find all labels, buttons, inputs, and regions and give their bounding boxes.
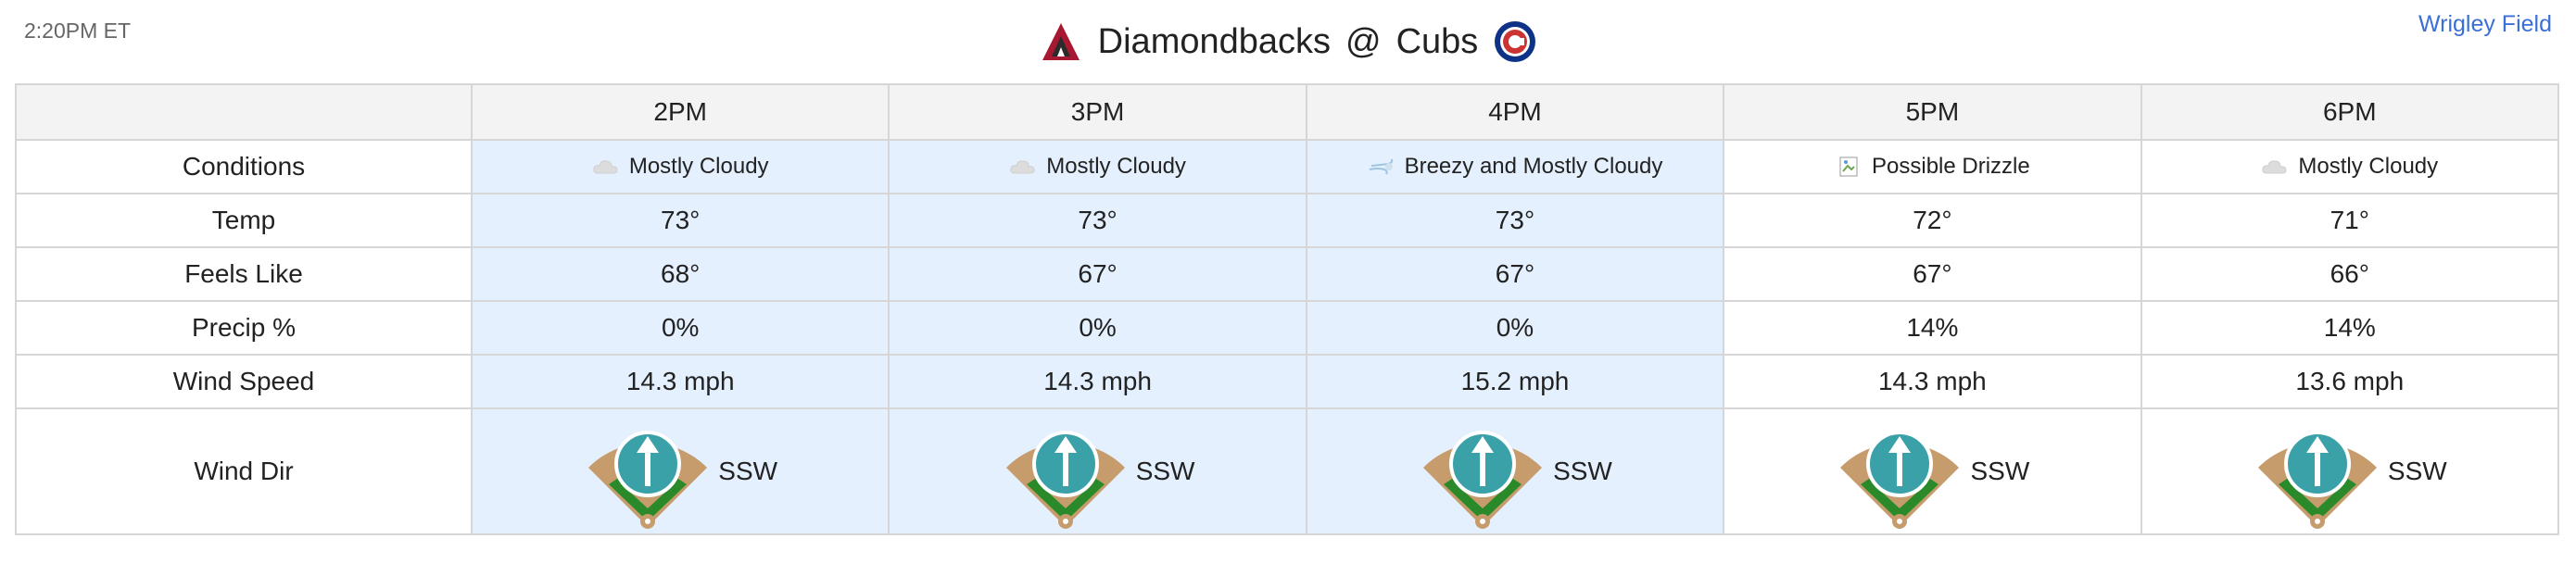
wind-speed-cell: 15.2 mph [1305, 354, 1725, 409]
hour-header: 4PM [1305, 83, 1725, 141]
precip-row: Precip % 0% 0% 0% 14% 14% [15, 300, 2560, 356]
temp-cell: 73° [1305, 193, 1725, 248]
temp-cell: 73° [470, 193, 890, 248]
wind-dir-text: SSW [718, 457, 778, 485]
wind-speed-row: Wind Speed 14.3 mph 14.3 mph 15.2 mph 14… [15, 354, 2560, 409]
temp-cell: 71° [2140, 193, 2560, 248]
wind-speed-cell: 14.3 mph [888, 354, 1307, 409]
ballpark-wind-arrow-icon [1005, 431, 1125, 529]
row-label: Temp [15, 193, 473, 248]
cloud-icon [2262, 160, 2287, 174]
wind-dir-cell: SSW [888, 407, 1307, 535]
hour-header: 6PM [2140, 83, 2560, 141]
feels-like-cell: 66° [2140, 246, 2560, 302]
wind-dir-cell: SSW [1723, 407, 2142, 535]
precip-cell: 14% [1723, 300, 2142, 356]
wind-dir-text: SSW [1135, 457, 1195, 485]
venue-link[interactable]: Wrigley Field [2418, 11, 2552, 37]
ballpark-wind-arrow-icon [1423, 431, 1543, 529]
conditions-cell: Mostly Cloudy [470, 139, 890, 194]
wind-dir-text: SSW [1970, 457, 2030, 485]
temp-row: Temp 73° 73° 73° 72° 71° [15, 193, 2560, 248]
hourly-weather-table: 2PM 3PM 4PM 5PM 6PM Conditions Mostly Cl… [15, 83, 2560, 535]
precip-cell: 0% [470, 300, 890, 356]
wind-dir-cell: SSW [1305, 407, 1725, 535]
home-team-name: Cubs [1395, 21, 1479, 61]
conditions-text: Mostly Cloudy [2298, 154, 2439, 179]
wind-dir-cell: SSW [470, 407, 890, 535]
temp-cell: 72° [1723, 193, 2142, 248]
cloud-icon [1010, 160, 1035, 174]
ballpark-wind-arrow-icon [1840, 431, 1960, 529]
precip-cell: 14% [2140, 300, 2560, 356]
diamondbacks-logo-icon [1042, 23, 1080, 60]
wind-speed-cell: 14.3 mph [1723, 354, 2142, 409]
away-team-name: Diamondbacks [1097, 21, 1332, 61]
feels-like-cell: 67° [1305, 246, 1725, 302]
precip-cell: 0% [1305, 300, 1725, 356]
wind-speed-cell: 13.6 mph [2140, 354, 2560, 409]
conditions-cell: Breezy and Mostly Cloudy [1305, 139, 1725, 194]
conditions-text: Breezy and Mostly Cloudy [1404, 154, 1663, 179]
hour-header: 3PM [888, 83, 1307, 141]
cloud-icon [593, 160, 618, 174]
wind-dir-row: Wind Dir SSW [15, 407, 2560, 535]
feels-like-cell: 67° [888, 246, 1307, 302]
game-time: 2:20PM ET [24, 19, 132, 43]
conditions-text: Mostly Cloudy [628, 154, 769, 179]
temp-cell: 73° [888, 193, 1307, 248]
matchup-header: Diamondbacks @ Cubs [0, 15, 2576, 69]
conditions-text: Mostly Cloudy [1046, 154, 1186, 179]
feels-like-row: Feels Like 68° 67° 67° 67° 66° [15, 246, 2560, 302]
hour-header: 5PM [1723, 83, 2142, 141]
row-label: Feels Like [15, 246, 473, 302]
wind-dir-text: SSW [2387, 457, 2447, 485]
ballpark-wind-arrow-icon [2257, 431, 2377, 529]
broken-image-icon [1839, 157, 1858, 177]
wind-dir-cell: SSW [2140, 407, 2560, 535]
row-label: Conditions [15, 139, 473, 194]
matchup-separator: @ [1345, 21, 1382, 61]
wind-speed-cell: 14.3 mph [470, 354, 890, 409]
ballpark-wind-arrow-icon [588, 431, 708, 529]
row-label: Wind Dir [15, 407, 473, 535]
conditions-text: Possible Drizzle [1872, 154, 2030, 179]
row-label: Wind Speed [15, 354, 473, 409]
conditions-cell: Mostly Cloudy [888, 139, 1307, 194]
wind-icon [1369, 158, 1393, 175]
conditions-cell: Mostly Cloudy [2140, 139, 2560, 194]
feels-like-cell: 67° [1723, 246, 2142, 302]
row-label: Precip % [15, 300, 473, 356]
precip-cell: 0% [888, 300, 1307, 356]
hour-header: 2PM [470, 83, 890, 141]
conditions-row: Conditions Mostly Cloudy Mostly Cloudy B… [15, 139, 2560, 194]
hours-header-row: 2PM 3PM 4PM 5PM 6PM [15, 83, 2560, 141]
cubs-logo-icon [1495, 21, 1536, 62]
conditions-cell: Possible Drizzle [1723, 139, 2142, 194]
wind-dir-text: SSW [1553, 457, 1612, 485]
feels-like-cell: 68° [470, 246, 890, 302]
corner-cell [15, 83, 473, 141]
